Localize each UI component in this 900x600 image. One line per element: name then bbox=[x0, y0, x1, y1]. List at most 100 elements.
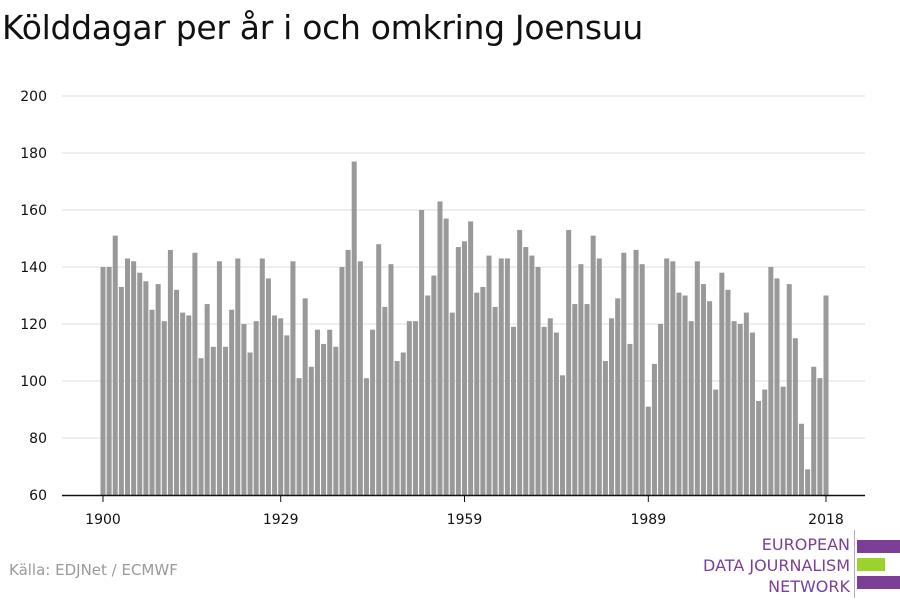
bar-2011 bbox=[780, 386, 786, 495]
bar-2013 bbox=[792, 338, 798, 495]
logo-text: EUROPEAN DATA JOURNALISM NETWORK bbox=[703, 534, 850, 597]
bar-1907 bbox=[143, 281, 149, 495]
bar-1905 bbox=[131, 261, 137, 495]
bar-2012 bbox=[786, 284, 792, 495]
bar-1906 bbox=[137, 272, 143, 495]
y-tick-label-100: 100 bbox=[20, 374, 47, 390]
bar-1985 bbox=[621, 252, 627, 495]
bar-1927 bbox=[265, 278, 271, 495]
bar-1941 bbox=[351, 161, 357, 496]
bars bbox=[100, 161, 829, 496]
bar-1937 bbox=[327, 329, 333, 495]
bar-1940 bbox=[345, 249, 351, 495]
bar-1976 bbox=[566, 229, 572, 495]
bar-1980 bbox=[590, 235, 596, 495]
bar-1987 bbox=[633, 249, 639, 495]
bar-2004 bbox=[737, 324, 743, 495]
bar-1969 bbox=[523, 247, 529, 495]
bar-1998 bbox=[700, 284, 706, 495]
bar-1997 bbox=[694, 261, 700, 495]
bar-1961 bbox=[474, 292, 480, 495]
bar-1913 bbox=[180, 312, 186, 495]
bar-1955 bbox=[437, 201, 443, 495]
bar-1901 bbox=[106, 267, 112, 495]
bar-1989 bbox=[645, 406, 651, 495]
bar-1953 bbox=[425, 295, 431, 495]
bar-2007 bbox=[756, 400, 762, 495]
bar-1944 bbox=[370, 329, 376, 495]
bar-1903 bbox=[118, 286, 124, 495]
x-tick-label-2018: 2018 bbox=[808, 512, 844, 528]
bar-1978 bbox=[578, 264, 584, 495]
bar-1950 bbox=[406, 321, 412, 495]
bar-1959 bbox=[461, 241, 468, 495]
x-axis: 1900 1929 1959 1989 2018 bbox=[62, 494, 865, 528]
bar-1935 bbox=[314, 329, 320, 495]
bar-1909 bbox=[155, 284, 161, 495]
bar-1970 bbox=[529, 255, 535, 495]
bar-1956 bbox=[443, 218, 449, 496]
bar-1991 bbox=[658, 324, 664, 495]
bar-1995 bbox=[682, 295, 688, 495]
bar-2009 bbox=[768, 267, 774, 495]
bar-1967 bbox=[511, 326, 517, 495]
y-axis-ticks: 60 80 100 120 140 160 180 200 bbox=[20, 89, 47, 504]
bar-1902 bbox=[112, 235, 118, 495]
bar-1921 bbox=[229, 309, 235, 495]
bar-1957 bbox=[449, 312, 455, 495]
bar-1924 bbox=[247, 352, 253, 495]
bar-1919 bbox=[216, 261, 222, 495]
bar-1948 bbox=[394, 361, 400, 495]
bar-2015 bbox=[805, 469, 811, 495]
bar-1936 bbox=[321, 343, 327, 495]
y-tick-label-160: 160 bbox=[20, 203, 47, 219]
bar-1964 bbox=[492, 306, 498, 495]
bar-2001 bbox=[719, 272, 725, 495]
bar-1912 bbox=[174, 289, 180, 495]
x-tick-label-1900: 1900 bbox=[85, 512, 121, 528]
bar-1986 bbox=[627, 343, 633, 495]
bar-1968 bbox=[517, 229, 523, 495]
bar-1974 bbox=[553, 332, 559, 495]
bar-1979 bbox=[584, 304, 590, 495]
x-tick-label-1989: 1989 bbox=[630, 512, 666, 528]
bar-1938 bbox=[333, 346, 339, 495]
x-tick-label-1929: 1929 bbox=[263, 512, 299, 528]
bar-1973 bbox=[547, 318, 553, 495]
bar-2000 bbox=[713, 389, 719, 495]
bar-2002 bbox=[725, 289, 731, 495]
bar-1996 bbox=[688, 321, 694, 495]
bar-1962 bbox=[480, 286, 486, 495]
bar-1920 bbox=[223, 346, 229, 495]
bar-1958 bbox=[455, 247, 461, 495]
bar-2006 bbox=[749, 332, 755, 495]
bar-1954 bbox=[431, 275, 437, 495]
y-tick-label-140: 140 bbox=[20, 260, 47, 276]
bar-1939 bbox=[339, 267, 345, 495]
bar-1918 bbox=[210, 346, 216, 495]
x-tick-label-1959: 1959 bbox=[447, 512, 483, 528]
bar-1923 bbox=[241, 324, 247, 495]
bar-1988 bbox=[639, 264, 645, 495]
bar-1931 bbox=[290, 261, 296, 495]
bar-2010 bbox=[774, 278, 780, 495]
bar-2003 bbox=[731, 321, 737, 495]
bar-1983 bbox=[609, 318, 615, 495]
y-tick-label-200: 200 bbox=[20, 89, 47, 105]
bar-1900 bbox=[100, 267, 106, 495]
bar-1904 bbox=[125, 258, 131, 495]
bar-1925 bbox=[253, 321, 259, 495]
bar-1972 bbox=[541, 326, 547, 495]
y-tick-label-180: 180 bbox=[20, 146, 47, 162]
bar-2005 bbox=[743, 312, 749, 495]
bar-1929 bbox=[278, 318, 284, 495]
bar-2017 bbox=[817, 378, 823, 495]
bar-1916 bbox=[198, 358, 204, 495]
bar-2008 bbox=[762, 389, 768, 495]
bar-1911 bbox=[167, 249, 173, 495]
bar-1943 bbox=[363, 378, 369, 495]
logo-line-2: DATA JOURNALISM bbox=[703, 556, 850, 575]
bar-1951 bbox=[412, 321, 418, 495]
bar-2016 bbox=[811, 366, 817, 495]
bar-1917 bbox=[204, 304, 210, 495]
